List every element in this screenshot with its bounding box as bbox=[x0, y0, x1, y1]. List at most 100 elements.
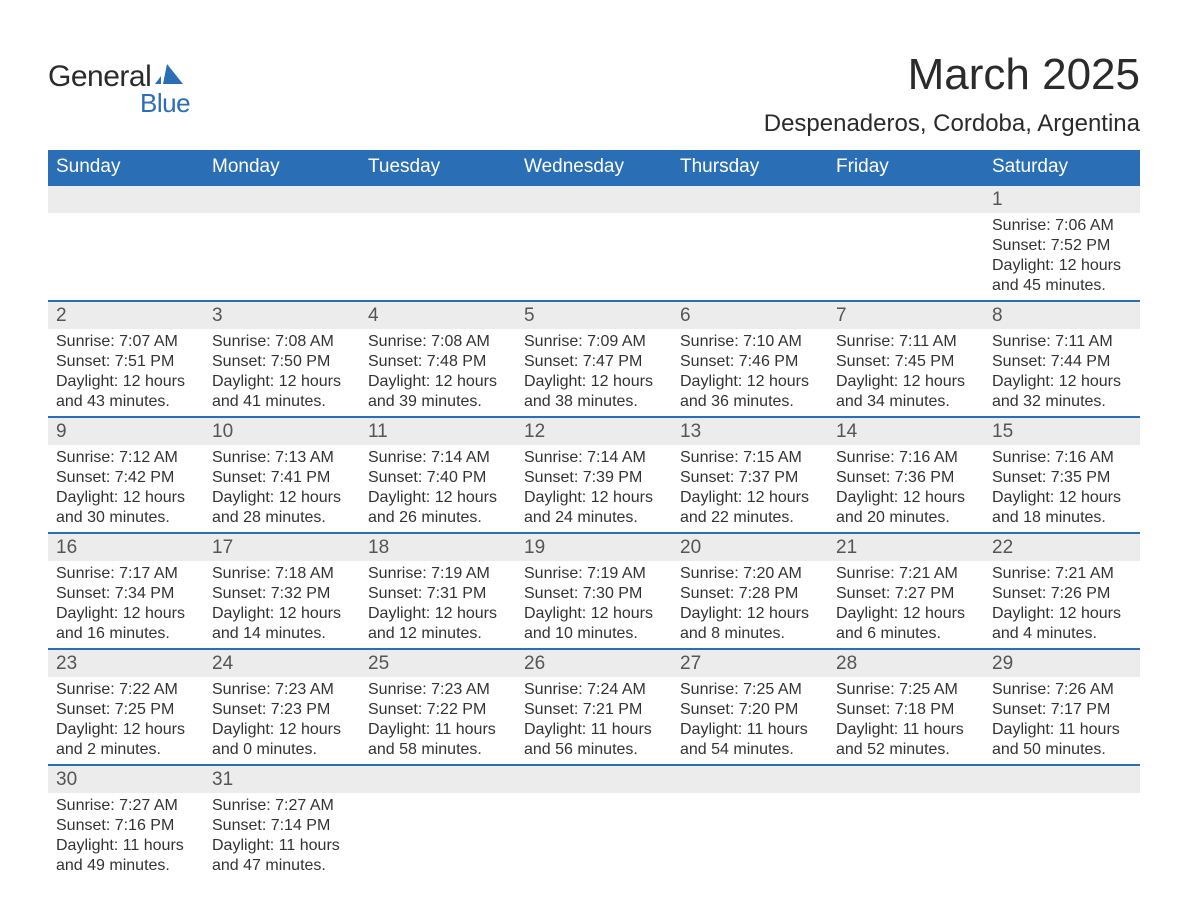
sunset-text: Sunset: 7:30 PM bbox=[524, 584, 664, 604]
sunset-text: Sunset: 7:39 PM bbox=[524, 468, 664, 488]
daylight-line2: and 10 minutes. bbox=[524, 624, 664, 644]
sunrise-text: Sunrise: 7:15 AM bbox=[680, 448, 820, 468]
day-detail-cell: Sunrise: 7:22 AMSunset: 7:25 PMDaylight:… bbox=[48, 677, 204, 765]
day-number-cell: 4 bbox=[360, 301, 516, 329]
daylight-line1: Daylight: 12 hours bbox=[56, 372, 196, 392]
sunset-text: Sunset: 7:20 PM bbox=[680, 700, 820, 720]
calendar-header-row: Sunday Monday Tuesday Wednesday Thursday… bbox=[48, 150, 1140, 185]
daylight-line2: and 36 minutes. bbox=[680, 392, 820, 412]
daylight-line2: and 47 minutes. bbox=[212, 856, 352, 876]
day-number-cell: 22 bbox=[984, 533, 1140, 561]
calendar-detail-row: Sunrise: 7:27 AMSunset: 7:16 PMDaylight:… bbox=[48, 793, 1140, 880]
day-number-cell: 16 bbox=[48, 533, 204, 561]
sunrise-text: Sunrise: 7:19 AM bbox=[524, 564, 664, 584]
calendar-daynum-row: 3031 bbox=[48, 765, 1140, 793]
day-detail-cell: Sunrise: 7:19 AMSunset: 7:31 PMDaylight:… bbox=[360, 561, 516, 649]
sunset-text: Sunset: 7:21 PM bbox=[524, 700, 664, 720]
daylight-line2: and 4 minutes. bbox=[992, 624, 1132, 644]
calendar-detail-row: Sunrise: 7:22 AMSunset: 7:25 PMDaylight:… bbox=[48, 677, 1140, 765]
sunset-text: Sunset: 7:37 PM bbox=[680, 468, 820, 488]
daylight-line1: Daylight: 12 hours bbox=[992, 604, 1132, 624]
day-detail-cell: Sunrise: 7:10 AMSunset: 7:46 PMDaylight:… bbox=[672, 329, 828, 417]
day-number-cell: 9 bbox=[48, 417, 204, 445]
calendar-detail-row: Sunrise: 7:12 AMSunset: 7:42 PMDaylight:… bbox=[48, 445, 1140, 533]
day-number: 16 bbox=[56, 537, 77, 558]
sunset-text: Sunset: 7:40 PM bbox=[368, 468, 508, 488]
daylight-line1: Daylight: 12 hours bbox=[836, 488, 976, 508]
daylight-line2: and 24 minutes. bbox=[524, 508, 664, 528]
col-sunday: Sunday bbox=[48, 150, 204, 185]
day-detail-cell: Sunrise: 7:23 AMSunset: 7:22 PMDaylight:… bbox=[360, 677, 516, 765]
day-detail-cell bbox=[516, 213, 672, 301]
day-number: 20 bbox=[680, 537, 701, 558]
daylight-line2: and 58 minutes. bbox=[368, 740, 508, 760]
day-number-cell: 29 bbox=[984, 649, 1140, 677]
day-number: 15 bbox=[992, 421, 1013, 442]
daylight-line2: and 45 minutes. bbox=[992, 276, 1132, 296]
day-number-cell: 30 bbox=[48, 765, 204, 793]
day-number-cell bbox=[204, 185, 360, 213]
day-detail-cell: Sunrise: 7:19 AMSunset: 7:30 PMDaylight:… bbox=[516, 561, 672, 649]
day-number-cell: 2 bbox=[48, 301, 204, 329]
day-number: 14 bbox=[836, 421, 857, 442]
day-number-cell: 17 bbox=[204, 533, 360, 561]
sunrise-text: Sunrise: 7:14 AM bbox=[524, 448, 664, 468]
day-number-cell: 15 bbox=[984, 417, 1140, 445]
day-number-cell bbox=[828, 185, 984, 213]
daylight-line1: Daylight: 12 hours bbox=[836, 372, 976, 392]
daylight-line1: Daylight: 12 hours bbox=[56, 720, 196, 740]
day-number-cell: 11 bbox=[360, 417, 516, 445]
day-number-cell: 3 bbox=[204, 301, 360, 329]
col-monday: Monday bbox=[204, 150, 360, 185]
day-number-cell: 21 bbox=[828, 533, 984, 561]
sunset-text: Sunset: 7:17 PM bbox=[992, 700, 1132, 720]
sunrise-text: Sunrise: 7:22 AM bbox=[56, 680, 196, 700]
day-number: 4 bbox=[368, 305, 379, 326]
sunset-text: Sunset: 7:41 PM bbox=[212, 468, 352, 488]
calendar-daynum-row: 1 bbox=[48, 185, 1140, 213]
sunset-text: Sunset: 7:32 PM bbox=[212, 584, 352, 604]
sunrise-text: Sunrise: 7:23 AM bbox=[212, 680, 352, 700]
day-number: 10 bbox=[212, 421, 233, 442]
day-number: 24 bbox=[212, 653, 233, 674]
day-detail-cell: Sunrise: 7:07 AMSunset: 7:51 PMDaylight:… bbox=[48, 329, 204, 417]
sunrise-text: Sunrise: 7:27 AM bbox=[56, 796, 196, 816]
day-number-cell bbox=[672, 765, 828, 793]
day-detail-cell: Sunrise: 7:18 AMSunset: 7:32 PMDaylight:… bbox=[204, 561, 360, 649]
day-number: 6 bbox=[680, 305, 691, 326]
calendar-detail-row: Sunrise: 7:07 AMSunset: 7:51 PMDaylight:… bbox=[48, 329, 1140, 417]
day-number: 17 bbox=[212, 537, 233, 558]
day-number-cell: 24 bbox=[204, 649, 360, 677]
sunrise-text: Sunrise: 7:14 AM bbox=[368, 448, 508, 468]
sunrise-text: Sunrise: 7:08 AM bbox=[212, 332, 352, 352]
day-detail-cell: Sunrise: 7:26 AMSunset: 7:17 PMDaylight:… bbox=[984, 677, 1140, 765]
daylight-line1: Daylight: 12 hours bbox=[212, 488, 352, 508]
daylight-line1: Daylight: 11 hours bbox=[524, 720, 664, 740]
day-number: 5 bbox=[524, 305, 535, 326]
day-detail-cell: Sunrise: 7:08 AMSunset: 7:48 PMDaylight:… bbox=[360, 329, 516, 417]
sunset-text: Sunset: 7:18 PM bbox=[836, 700, 976, 720]
daylight-line1: Daylight: 12 hours bbox=[368, 604, 508, 624]
daylight-line2: and 34 minutes. bbox=[836, 392, 976, 412]
daylight-line2: and 38 minutes. bbox=[524, 392, 664, 412]
sunset-text: Sunset: 7:16 PM bbox=[56, 816, 196, 836]
daylight-line2: and 41 minutes. bbox=[212, 392, 352, 412]
daylight-line1: Daylight: 12 hours bbox=[680, 604, 820, 624]
daylight-line1: Daylight: 12 hours bbox=[992, 256, 1132, 276]
day-detail-cell: Sunrise: 7:12 AMSunset: 7:42 PMDaylight:… bbox=[48, 445, 204, 533]
day-detail-cell bbox=[48, 213, 204, 301]
day-detail-cell bbox=[204, 213, 360, 301]
sunrise-text: Sunrise: 7:06 AM bbox=[992, 216, 1132, 236]
calendar-daynum-row: 23242526272829 bbox=[48, 649, 1140, 677]
calendar-table: Sunday Monday Tuesday Wednesday Thursday… bbox=[48, 150, 1140, 880]
day-number-cell: 27 bbox=[672, 649, 828, 677]
day-number-cell: 25 bbox=[360, 649, 516, 677]
sunrise-text: Sunrise: 7:19 AM bbox=[368, 564, 508, 584]
daylight-line2: and 30 minutes. bbox=[56, 508, 196, 528]
day-number: 27 bbox=[680, 653, 701, 674]
daylight-line1: Daylight: 12 hours bbox=[368, 372, 508, 392]
sunset-text: Sunset: 7:22 PM bbox=[368, 700, 508, 720]
sunrise-text: Sunrise: 7:16 AM bbox=[836, 448, 976, 468]
sunset-text: Sunset: 7:45 PM bbox=[836, 352, 976, 372]
calendar-daynum-row: 16171819202122 bbox=[48, 533, 1140, 561]
